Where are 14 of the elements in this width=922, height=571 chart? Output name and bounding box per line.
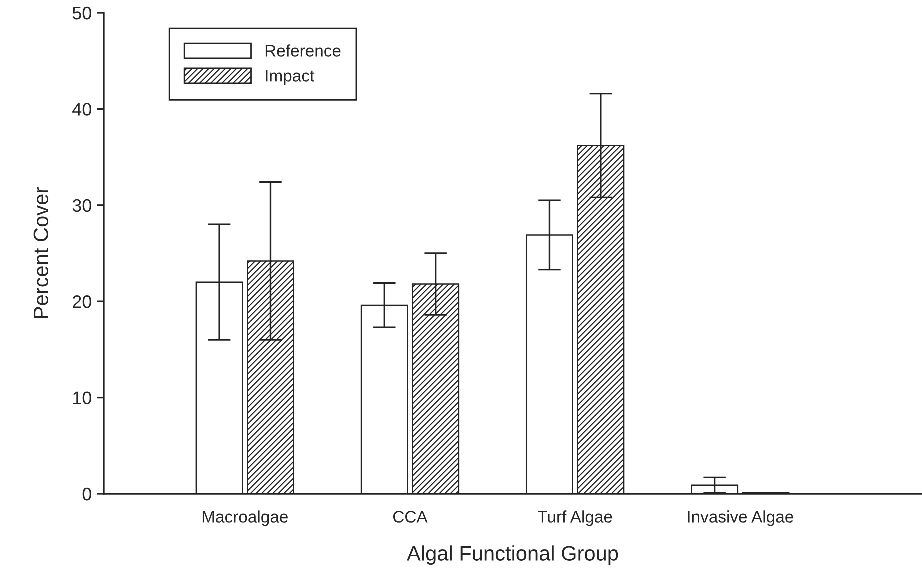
x-tick-label: CCA [393, 511, 428, 523]
y-tick-label: 0 [82, 488, 92, 501]
legend-label: Impact [266, 70, 314, 86]
x-tick-label: Invasive Algae [688, 510, 794, 526]
y-tick-label: 40 [72, 103, 92, 116]
y-tick-label: 30 [72, 199, 92, 212]
y-axis-title: Percent Cover [34, 187, 49, 318]
x-tick-label: Macroalgae [202, 510, 288, 526]
y-tick-label: 20 [73, 296, 92, 308]
y-tick-label: 10 [73, 392, 92, 405]
x-axis-title: Algal Functional Group [407, 546, 618, 566]
legend-label: Reference [266, 44, 341, 57]
x-tick-label: Turf Algae [538, 510, 612, 526]
y-tick-label: 50 [72, 6, 92, 20]
